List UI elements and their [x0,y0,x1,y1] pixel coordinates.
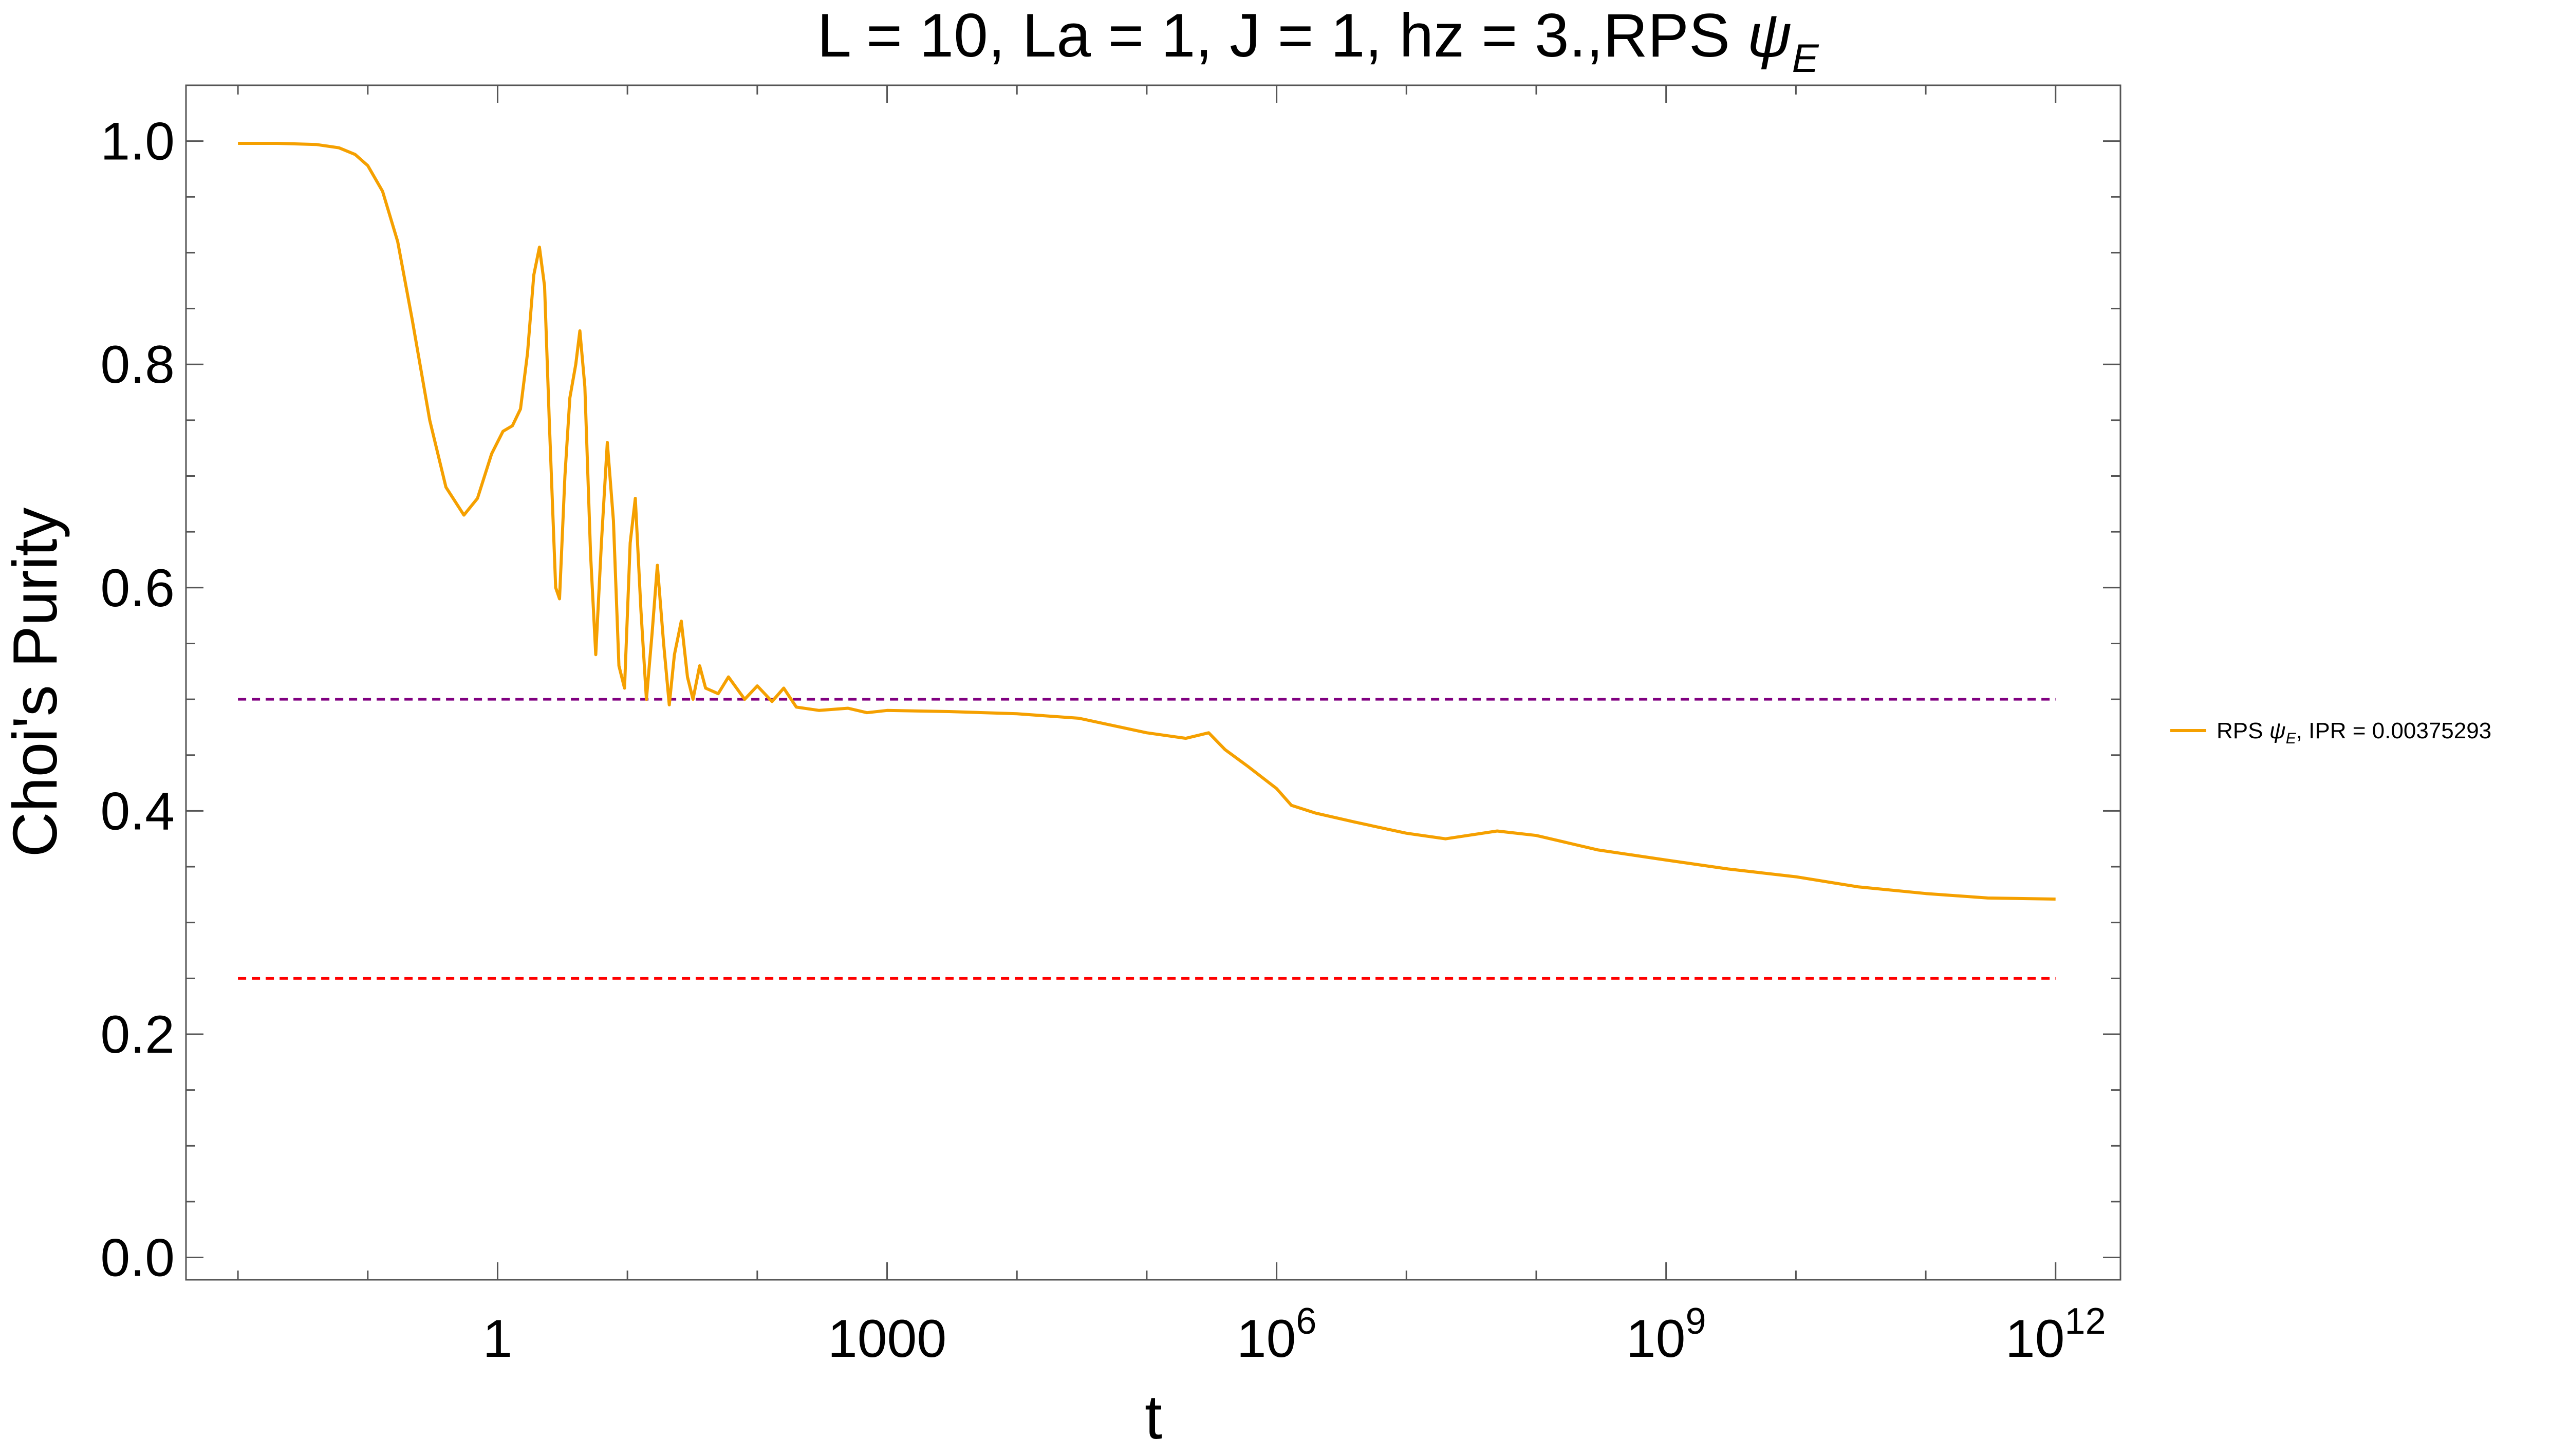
legend-label: RPS ψE, IPR = 0.00375293 [2217,718,2491,747]
y-tick-label: 0.0 [100,1228,175,1288]
x-tick-label: 1000 [828,1309,946,1369]
legend-subscript: E [2286,730,2297,747]
legend-prefix: RPS [2217,718,2269,743]
x-tick-label: 1 [483,1309,513,1369]
y-tick-labels: 0.0 0.2 0.4 0.6 0.8 1.0 [100,112,175,1288]
legend-suffix: , IPR = 0.00375293 [2296,718,2491,743]
y-tick-label: 0.2 [100,1005,175,1065]
chart-title-prefix: L = 10, La = 1, J = 1, hz = 3.,RPS [817,1,1747,70]
reference-lines [238,699,2056,978]
series-line [238,143,2056,899]
x-tick-label: 106 [1237,1301,1317,1369]
series-group [238,143,2056,899]
chart-title-subscript: E [1792,35,1819,81]
chart-title: L = 10, La = 1, J = 1, hz = 3.,RPS ψE [817,1,1819,81]
y-tick-label: 0.8 [100,335,175,395]
x-tick-label: 109 [1626,1301,1706,1369]
x-tick-label: 1012 [2005,1301,2106,1369]
chart-title-symbol: ψ [1747,1,1792,70]
y-tick-label: 1.0 [100,112,175,172]
x-tick-labels: 1 1000 106 109 1012 [483,1301,2106,1369]
plot-frame [186,85,2120,1280]
legend-symbol: ψ [2269,718,2286,743]
axis-ticks [186,85,2120,1280]
x-axis-label: t [1145,1382,1162,1452]
y-tick-label: 0.4 [100,781,175,841]
y-axis-label: Choi's Purity [0,508,70,857]
legend: RPS ψE, IPR = 0.00375293 [2170,718,2491,747]
y-tick-label: 0.6 [100,558,175,618]
